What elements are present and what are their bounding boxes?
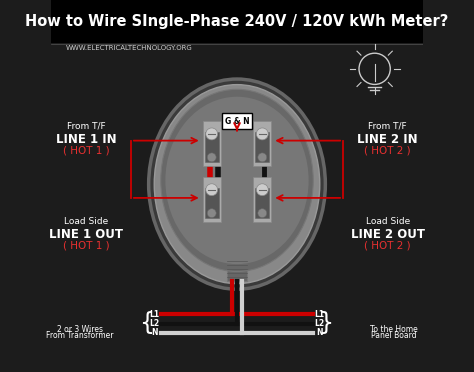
Ellipse shape — [154, 84, 320, 283]
Text: L1: L1 — [315, 310, 325, 319]
Text: }: } — [319, 311, 335, 335]
Bar — [255, 132, 269, 162]
Circle shape — [206, 184, 218, 196]
Bar — [205, 132, 219, 162]
Text: G & N: G & N — [225, 117, 249, 126]
Circle shape — [256, 128, 268, 140]
Text: L2: L2 — [315, 319, 325, 328]
Text: ( HOT 2 ): ( HOT 2 ) — [365, 241, 411, 250]
Bar — [203, 121, 220, 166]
Text: LINE 2 IN: LINE 2 IN — [357, 133, 418, 146]
Bar — [254, 121, 271, 166]
Circle shape — [258, 153, 267, 162]
Circle shape — [207, 209, 216, 218]
Text: From T/F: From T/F — [368, 122, 407, 131]
Ellipse shape — [165, 97, 309, 264]
Text: To the Home: To the Home — [370, 325, 418, 334]
Text: L2: L2 — [149, 319, 159, 328]
Text: LINE 1 IN: LINE 1 IN — [56, 133, 117, 146]
Text: Load Side: Load Side — [365, 217, 410, 226]
Bar — [205, 188, 219, 218]
Circle shape — [206, 128, 218, 140]
Bar — [51, 0, 423, 43]
Circle shape — [258, 209, 267, 218]
Text: From T/F: From T/F — [67, 122, 106, 131]
Text: From Transformer: From Transformer — [46, 331, 114, 340]
Text: N: N — [316, 328, 323, 337]
Text: LINE 2 OUT: LINE 2 OUT — [351, 228, 425, 241]
Bar — [254, 177, 271, 222]
Text: N: N — [151, 328, 158, 337]
Bar — [203, 177, 220, 222]
Text: L1: L1 — [149, 310, 159, 319]
Text: ( HOT 1 ): ( HOT 1 ) — [63, 241, 109, 250]
Text: {: { — [139, 311, 155, 335]
Circle shape — [207, 153, 216, 162]
Ellipse shape — [161, 89, 313, 272]
Ellipse shape — [149, 79, 325, 289]
Text: Load Side: Load Side — [64, 217, 109, 226]
Text: How to Wire SIngle-Phase 240V / 120V kWh Meter?: How to Wire SIngle-Phase 240V / 120V kWh… — [25, 14, 449, 29]
Text: WWW.ELECTRICALTECHNOLOGY.ORG: WWW.ELECTRICALTECHNOLOGY.ORG — [66, 45, 192, 51]
FancyBboxPatch shape — [222, 113, 252, 129]
Bar — [255, 188, 269, 218]
Text: Panel Board: Panel Board — [371, 331, 417, 340]
Text: 2 or 3 Wires: 2 or 3 Wires — [57, 325, 103, 334]
Text: ( HOT 1 ): ( HOT 1 ) — [63, 146, 109, 155]
Text: ( HOT 2 ): ( HOT 2 ) — [365, 146, 411, 155]
Circle shape — [256, 184, 268, 196]
Bar — [227, 253, 247, 281]
Text: LINE 1 OUT: LINE 1 OUT — [49, 228, 123, 241]
